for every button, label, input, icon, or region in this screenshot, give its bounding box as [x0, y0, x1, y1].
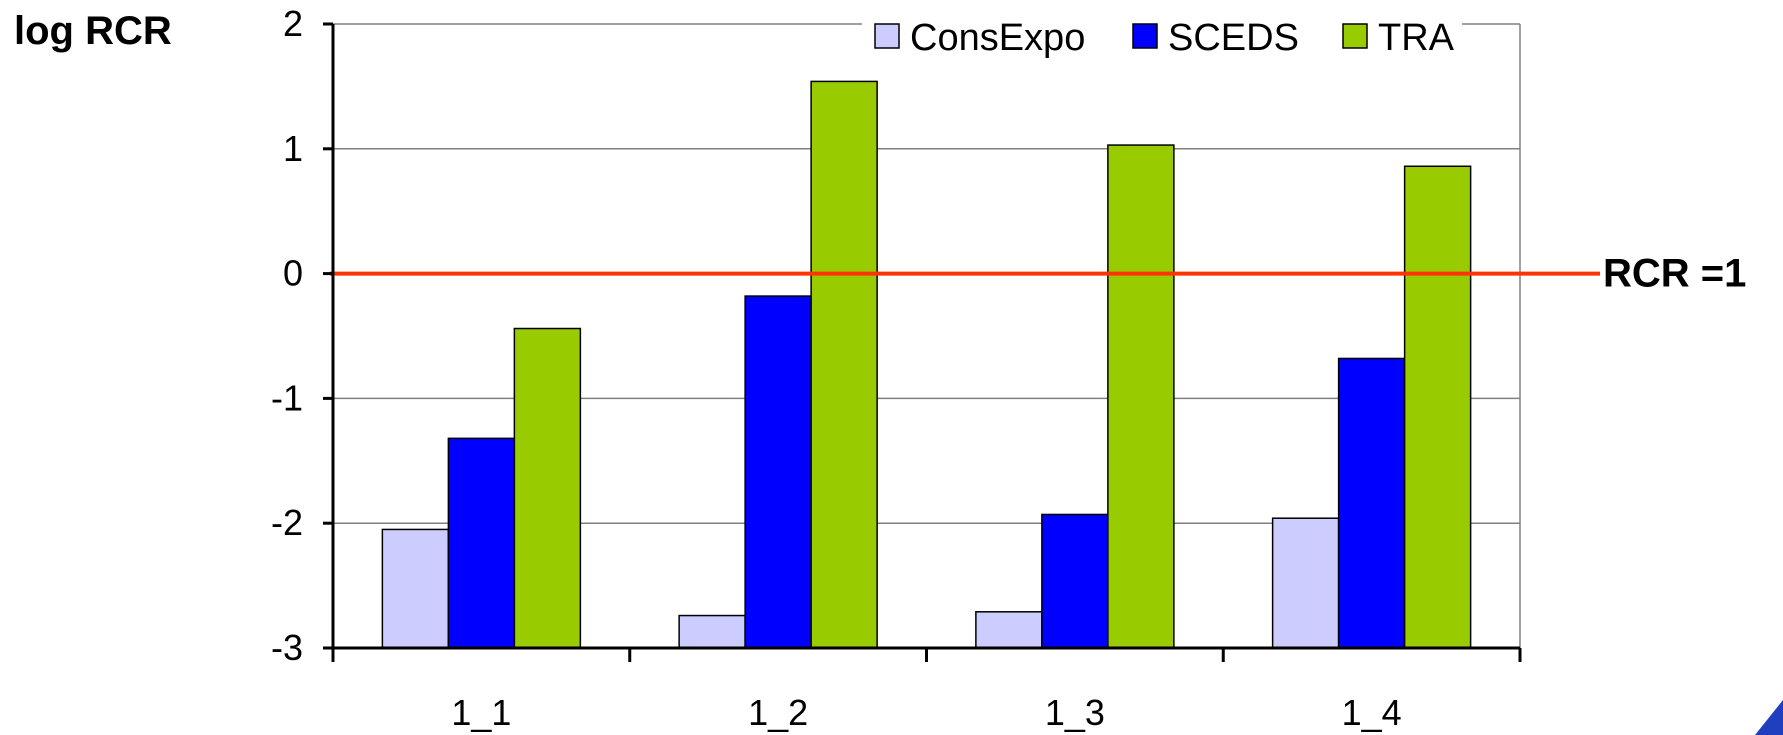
x-tick-label-1-1: 1_1: [451, 692, 511, 733]
legend-swatch-tra: [1342, 23, 1368, 49]
corner-triangle-decoration: [1755, 700, 1783, 735]
x-tick-label-1-4: 1_4: [1342, 692, 1402, 733]
y-tick-label-1: 1: [283, 128, 303, 169]
legend-label-sceds: SCEDS: [1168, 17, 1299, 59]
axes: [323, 22, 1522, 662]
bar-consexpo-1-1: [381, 528, 450, 649]
reference-line-label: RCR =1: [1603, 252, 1746, 296]
x-tick-label-1-2: 1_2: [748, 692, 808, 733]
bars: [381, 80, 1472, 649]
legend: ConsExpo SCEDS TRA: [862, 14, 1462, 64]
y-tick-label-2: 0: [283, 253, 303, 294]
bar-sceds-1-1: [447, 437, 516, 649]
y-axis-title: log RCR: [14, 9, 172, 53]
bar-sceds-1-3: [1041, 513, 1109, 649]
legend-label-tra: TRA: [1378, 17, 1455, 59]
y-tick-labels: 2 1 0 -1 -2 -3: [271, 3, 303, 668]
y-tick-label-0: 2: [283, 3, 303, 44]
bar-tra-1-4: [1403, 165, 1472, 649]
y-tick-label-4: -2: [271, 502, 303, 543]
bar-tra-1-1: [513, 327, 582, 649]
x-tick-label-1-3: 1_3: [1045, 692, 1105, 733]
bar-consexpo-1-4: [1271, 517, 1340, 649]
bar-tra-1-2: [810, 80, 878, 649]
legend-swatch-consexpo: [874, 23, 900, 49]
x-tick-labels: 1_1 1_2 1_3 1_4: [451, 692, 1401, 733]
bar-sceds-1-2: [744, 295, 812, 649]
bar-tra-1-3: [1107, 144, 1175, 649]
y-tick-label-5: -3: [271, 627, 303, 668]
y-tick-label-3: -1: [271, 377, 303, 418]
bar-sceds-1-4: [1337, 357, 1406, 649]
legend-label-consexpo: ConsExpo: [910, 17, 1085, 59]
bar-consexpo-1-3: [975, 611, 1043, 649]
legend-swatch-sceds: [1132, 23, 1158, 49]
bar-consexpo-1-2: [678, 614, 746, 649]
